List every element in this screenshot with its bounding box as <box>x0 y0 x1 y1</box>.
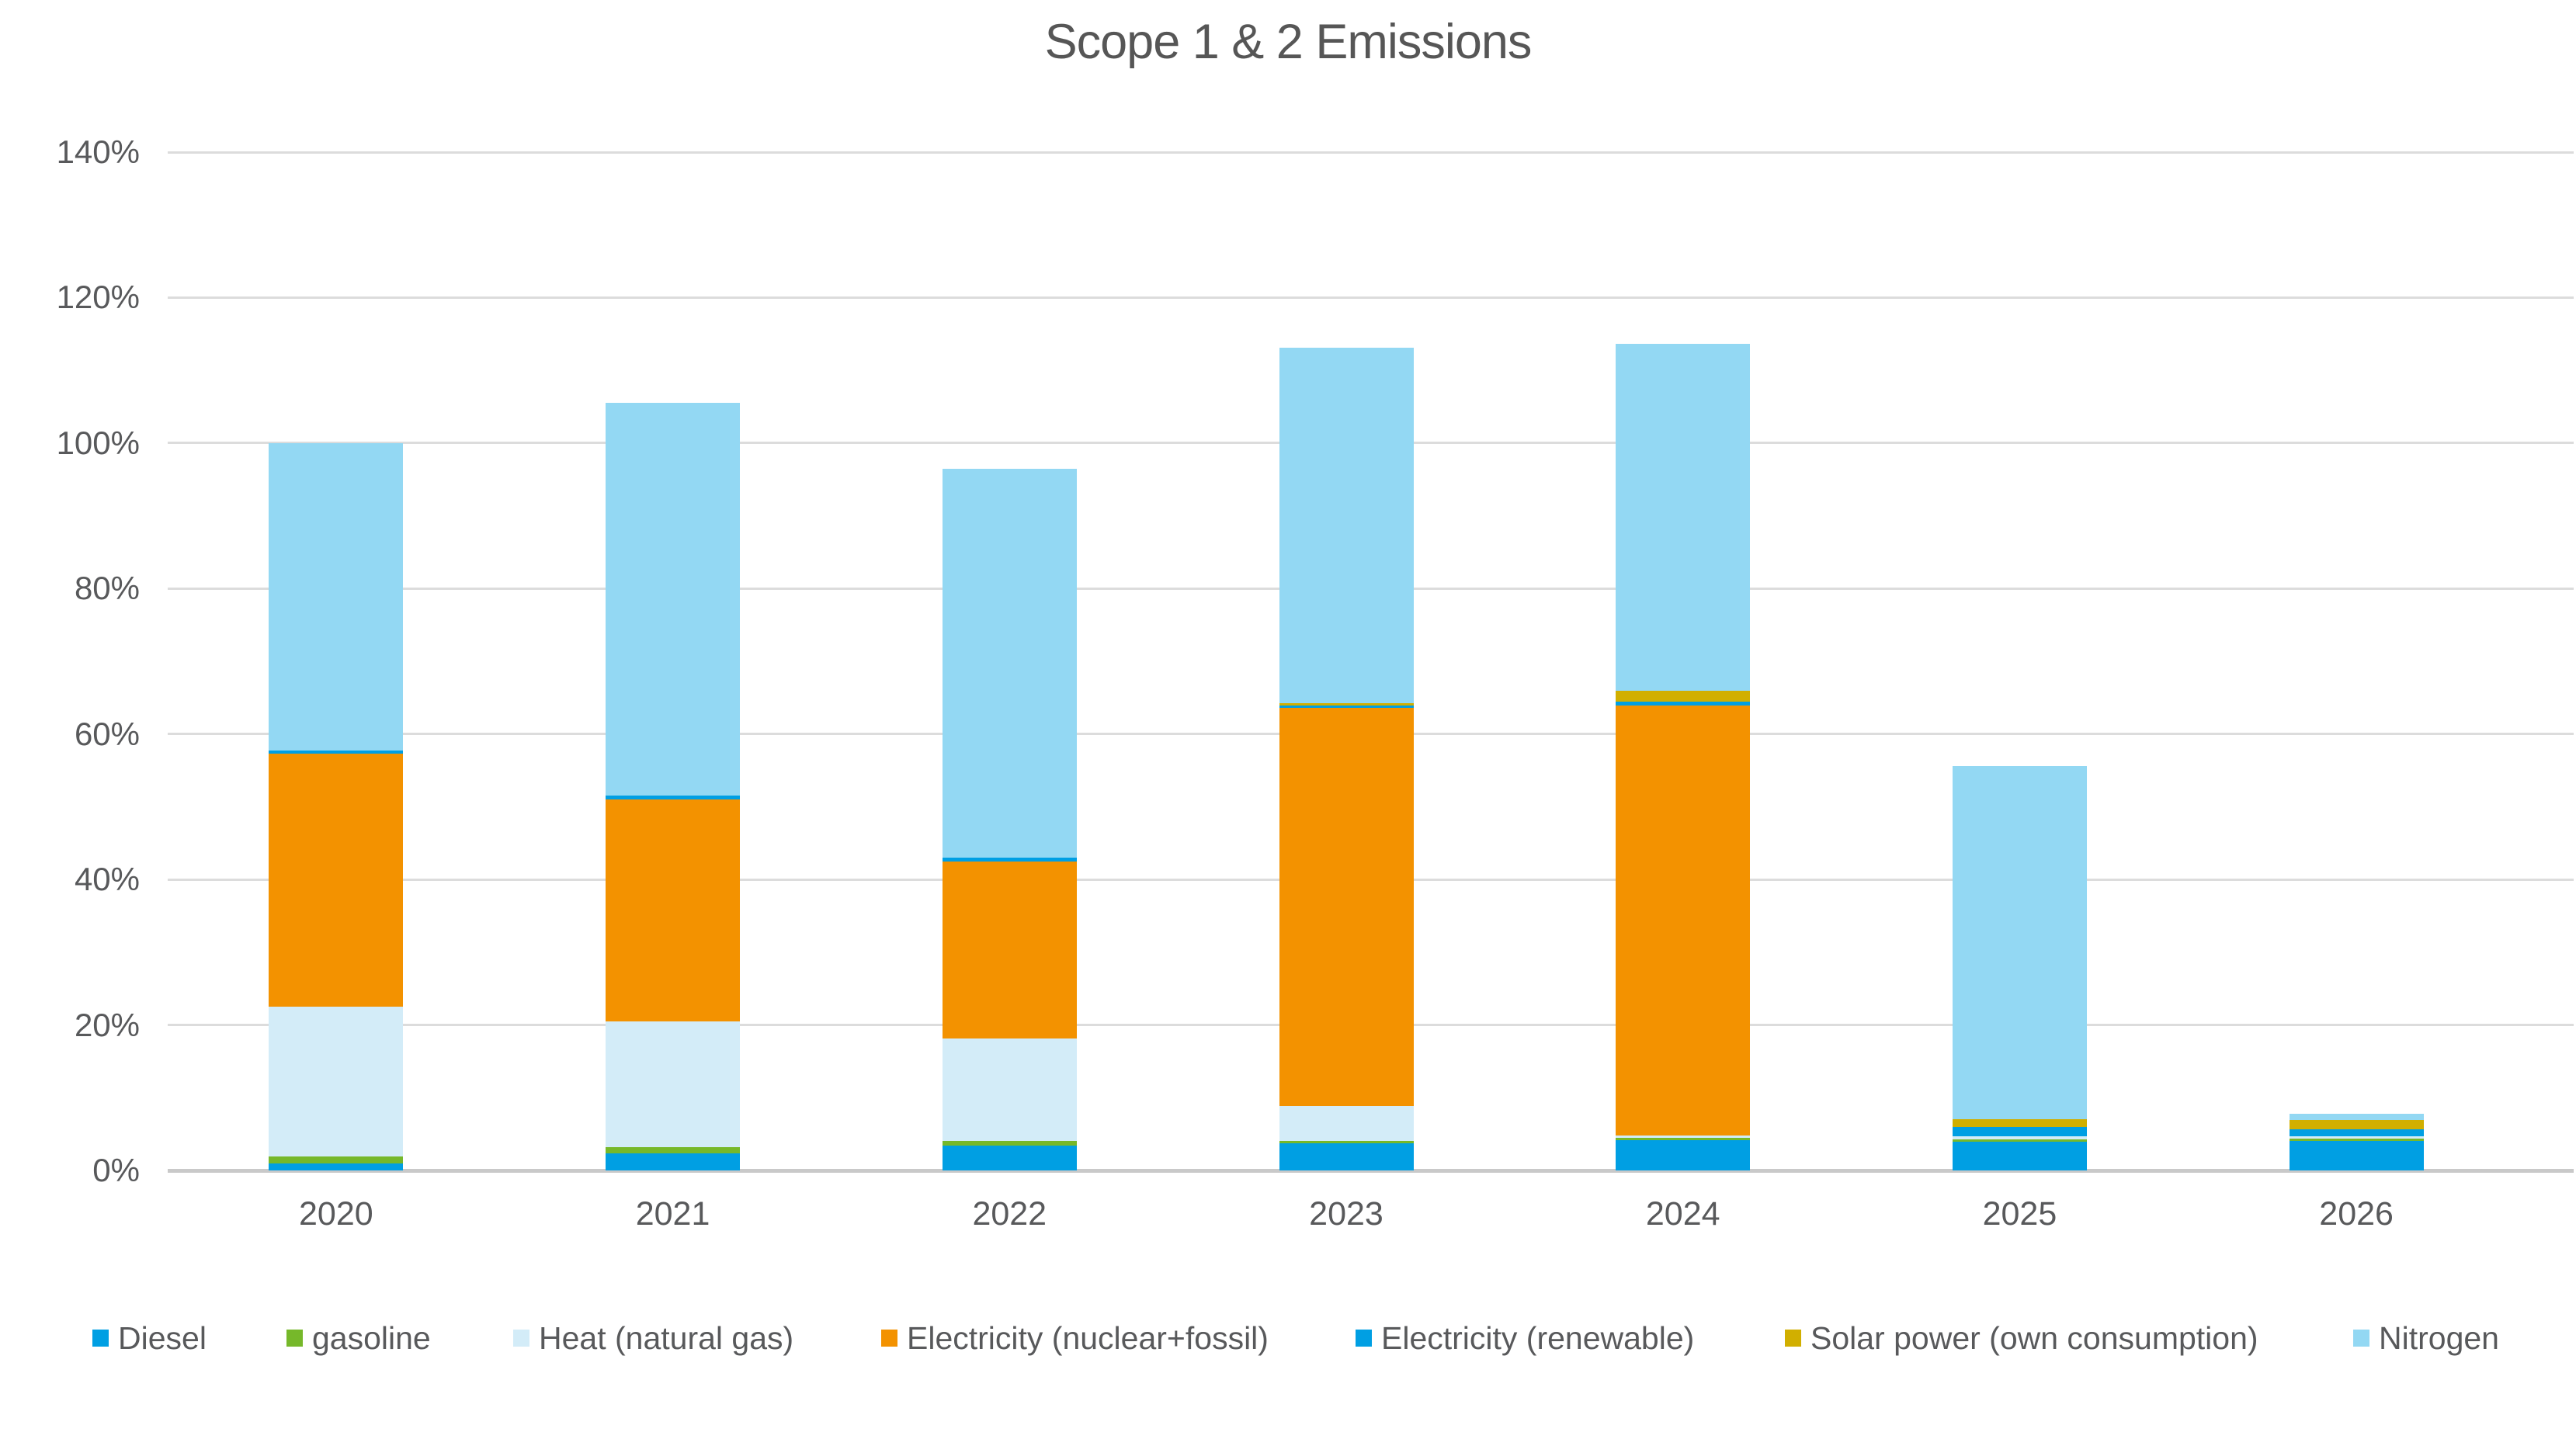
bar-2022 <box>942 468 1077 1170</box>
bar-segment-gasoline-2022 <box>942 1140 1077 1146</box>
bar-segment-electricity-nuclear-fossil-2020 <box>269 754 404 1007</box>
bar-2023 <box>1279 348 1414 1170</box>
y-axis-label-80: 80% <box>74 570 140 607</box>
bar-segment-nitrogen-2026 <box>2289 1113 2424 1121</box>
bar-segment-heat-natural-gas-2024 <box>1616 1136 1751 1138</box>
bar-segment-electricity-renewable-2023 <box>1279 706 1414 709</box>
legend-swatch-heat-natural-gas <box>513 1330 529 1347</box>
bar-segment-gasoline-2021 <box>606 1147 741 1154</box>
bar-segment-nitrogen-2022 <box>942 468 1077 858</box>
y-axis-label-100: 100% <box>56 424 140 461</box>
bar-segment-electricity-renewable-2020 <box>269 751 404 754</box>
bar-segment-solar-power-own-consumption-2024 <box>1616 691 1751 702</box>
x-axis-line <box>168 1169 2574 1173</box>
chart-title: Scope 1 & 2 Emissions <box>1044 15 1533 69</box>
bar-segment-gasoline-2025 <box>1952 1139 2087 1142</box>
bar-segment-gasoline-2023 <box>1279 1140 1414 1144</box>
bar-segment-heat-natural-gas-2022 <box>942 1038 1077 1141</box>
bar-segment-heat-natural-gas-2021 <box>606 1021 741 1148</box>
bar-segment-heat-natural-gas-2023 <box>1279 1105 1414 1141</box>
bar-segment-solar-power-own-consumption-2025 <box>1952 1118 2087 1127</box>
bar-segment-nitrogen-2020 <box>269 442 404 751</box>
bar-segment-gasoline-2026 <box>2289 1138 2424 1141</box>
x-axis-label-2026: 2026 <box>2319 1195 2394 1233</box>
bar-2025 <box>1952 766 2087 1170</box>
bar-segment-electricity-nuclear-fossil-2023 <box>1279 708 1414 1106</box>
bar-segment-electricity-renewable-2024 <box>1616 701 1751 706</box>
bar-segment-diesel-2025 <box>1952 1141 2087 1170</box>
bar-2024 <box>1616 343 1751 1170</box>
bar-segment-nitrogen-2024 <box>1616 343 1751 692</box>
bar-segment-solar-power-own-consumption-2023 <box>1279 703 1414 706</box>
legend-label-electricity-nuclear-fossil: Electricity (nuclear+fossil) <box>907 1320 1269 1356</box>
bar-segment-electricity-renewable-2021 <box>606 796 741 800</box>
bar-segment-diesel-2020 <box>269 1163 404 1170</box>
bar-segment-gasoline-2024 <box>1616 1137 1751 1140</box>
plot-area: 0% 20% 40% 60% 80% 100% 120% 140% <box>0 133 2576 1188</box>
y-axis-label-40: 40% <box>74 861 140 898</box>
legend-label-gasoline: gasoline <box>312 1320 431 1356</box>
bar-segment-electricity-renewable-2025 <box>1952 1126 2087 1136</box>
bar-segment-electricity-renewable-2026 <box>2289 1129 2424 1136</box>
bar-segment-diesel-2026 <box>2289 1140 2424 1170</box>
legend-swatch-electricity-nuclear-fossil <box>881 1330 897 1347</box>
y-axis-label-60: 60% <box>74 715 140 752</box>
legend-label-electricity-renewable: Electricity (renewable) <box>1381 1320 1695 1356</box>
bar-segment-heat-natural-gas-2026 <box>2289 1136 2424 1139</box>
x-axis-label-2022: 2022 <box>972 1195 1047 1233</box>
gridline-120 <box>168 296 2574 299</box>
y-axis-label-0: 0% <box>92 1152 140 1188</box>
legend-swatch-diesel <box>92 1330 109 1347</box>
bar-segment-electricity-nuclear-fossil-2021 <box>606 799 741 1021</box>
x-axis-label-2021: 2021 <box>635 1195 710 1233</box>
bar-2026 <box>2289 1113 2424 1170</box>
y-axis-label-140: 140% <box>56 133 140 170</box>
legend-swatch-electricity-renewable <box>1356 1330 1372 1347</box>
y-axis-label-20: 20% <box>74 1006 140 1043</box>
bar-segment-heat-natural-gas-2020 <box>269 1007 404 1157</box>
bar-segment-heat-natural-gas-2025 <box>1952 1136 2087 1139</box>
legend: Diesel gasoline Heat (natural gas) Electric… <box>0 1319 2576 1374</box>
x-axis-label-2023: 2023 <box>1309 1195 1383 1233</box>
legend-label-solar-power-own-consumption: Solar power (own consumption) <box>1810 1320 2258 1356</box>
bar-segment-nitrogen-2025 <box>1952 766 2087 1119</box>
gridline-140 <box>168 151 2574 154</box>
bar-segment-diesel-2023 <box>1279 1143 1414 1170</box>
bar-segment-solar-power-own-consumption-2026 <box>2289 1120 2424 1129</box>
x-axis-label-2024: 2024 <box>1645 1195 1720 1233</box>
bar-2020 <box>269 442 404 1170</box>
legend-swatch-nitrogen <box>2353 1330 2369 1347</box>
legend-label-diesel: Diesel <box>118 1320 207 1356</box>
bar-segment-electricity-nuclear-fossil-2022 <box>942 861 1077 1039</box>
bar-segment-diesel-2024 <box>1616 1139 1751 1170</box>
bar-segment-gasoline-2020 <box>269 1156 404 1163</box>
bar-segment-diesel-2021 <box>606 1153 741 1170</box>
bar-segment-nitrogen-2021 <box>606 403 741 796</box>
legend-swatch-gasoline <box>286 1330 303 1347</box>
bar-2021 <box>606 403 741 1170</box>
y-axis-label-120: 120% <box>56 279 140 316</box>
x-axis-label-2025: 2025 <box>1982 1195 2057 1233</box>
bar-segment-diesel-2022 <box>942 1146 1077 1170</box>
legend-label-heat-natural-gas: Heat (natural gas) <box>539 1320 794 1356</box>
bar-segment-nitrogen-2023 <box>1279 348 1414 704</box>
bar-segment-electricity-renewable-2022 <box>942 858 1077 862</box>
x-axis-label-2020: 2020 <box>299 1195 373 1233</box>
legend-swatch-solar-power-own-consumption <box>1785 1330 1801 1347</box>
legend-label-nitrogen: Nitrogen <box>2379 1320 2499 1356</box>
bar-segment-electricity-nuclear-fossil-2024 <box>1616 706 1751 1136</box>
